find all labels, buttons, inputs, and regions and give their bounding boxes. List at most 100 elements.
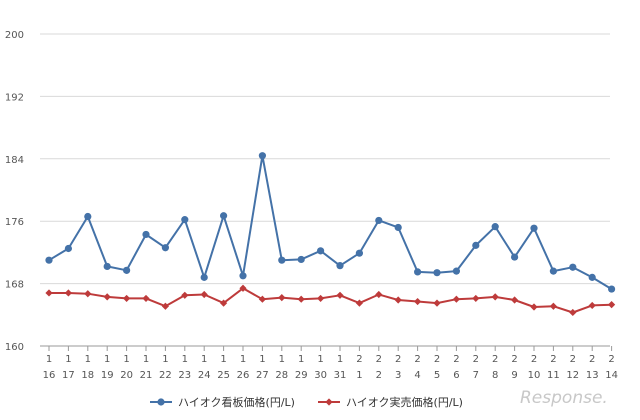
legend-label: ハイオク実売価格(円/L) xyxy=(346,395,463,409)
x-tick-label-day: 24 xyxy=(198,370,211,381)
x-tick-label-day: 12 xyxy=(566,370,579,381)
x-tick-label-day: 25 xyxy=(217,370,230,381)
x-tick-label-month: 2 xyxy=(414,354,420,365)
x-tick-label-day: 14 xyxy=(605,370,618,381)
data-point xyxy=(45,256,53,264)
data-point xyxy=(394,223,402,232)
y-axis: 160 168 176 184 192 200 xyxy=(5,30,24,353)
x-tick-label-month: 2 xyxy=(589,354,595,365)
watermark: Response. xyxy=(520,388,608,408)
data-point xyxy=(161,244,169,252)
x-tick-label-day: 19 xyxy=(101,370,114,381)
x-tick-label-day: 7 xyxy=(473,370,479,381)
data-point xyxy=(569,263,577,271)
x-tick-label-day: 28 xyxy=(275,370,288,381)
data-point xyxy=(239,272,247,280)
data-point xyxy=(84,290,92,298)
x-tick-label-day: 20 xyxy=(120,370,133,381)
data-point xyxy=(588,301,596,310)
x-tick-label-month: 1 xyxy=(317,354,323,365)
x-tick-label-day: 8 xyxy=(492,370,498,381)
x-tick-label-day: 1 xyxy=(356,370,362,381)
data-point xyxy=(355,249,363,257)
data-point xyxy=(414,268,422,276)
x-tick-label-day: 11 xyxy=(547,370,560,381)
legend-marker xyxy=(157,398,165,406)
x-tick-label-day: 17 xyxy=(62,370,75,381)
data-point xyxy=(123,266,131,274)
data-point xyxy=(181,216,189,224)
data-point xyxy=(278,256,286,264)
legend-label: ハイオク看板価格(円/L) xyxy=(178,395,295,409)
x-tick-label-day: 26 xyxy=(237,370,250,381)
data-point xyxy=(608,285,616,293)
data-point xyxy=(297,295,305,303)
x-tick-label-day: 10 xyxy=(528,370,541,381)
data-point xyxy=(258,295,266,303)
x-tick-label-month: 2 xyxy=(511,354,517,365)
x-tick-label-day: 29 xyxy=(295,370,308,381)
x-tick-label-month: 1 xyxy=(259,354,265,365)
x-tick-label-month: 1 xyxy=(337,354,343,365)
x-tick-label-day: 3 xyxy=(395,370,401,381)
x-tick-label-day: 9 xyxy=(511,370,517,381)
x-tick-label-month: 1 xyxy=(298,354,304,365)
y-tick-label: 176 xyxy=(5,217,24,228)
data-point xyxy=(355,299,363,307)
data-point xyxy=(491,293,499,301)
x-tick-label-month: 1 xyxy=(220,354,226,365)
x-tick-label-day: 23 xyxy=(178,370,191,381)
y-tick-label: 200 xyxy=(5,30,24,41)
x-tick-label-month: 2 xyxy=(453,354,459,365)
data-point xyxy=(472,294,480,303)
x-axis: 1161171181191201211221231241251261271281… xyxy=(43,346,618,381)
x-tick-label-day: 30 xyxy=(314,370,327,381)
x-tick-label-month: 2 xyxy=(570,354,576,365)
data-point xyxy=(530,303,538,311)
legend: ハイオク看板価格(円/L) ハイオク実売価格(円/L) xyxy=(150,395,463,409)
data-point xyxy=(200,290,208,299)
x-tick-label-month: 1 xyxy=(201,354,207,365)
x-tick-label-month: 2 xyxy=(395,354,401,365)
data-point xyxy=(200,273,208,281)
series-group xyxy=(45,152,616,317)
data-point xyxy=(336,262,344,270)
x-tick-label-month: 2 xyxy=(376,354,382,365)
data-point xyxy=(375,216,383,225)
legend-marker xyxy=(325,398,333,406)
data-point xyxy=(258,152,266,160)
x-tick-label-month: 2 xyxy=(550,354,556,365)
data-point xyxy=(142,294,150,303)
x-tick-label-month: 1 xyxy=(123,354,129,365)
x-tick-label-day: 18 xyxy=(81,370,94,381)
x-tick-label-month: 2 xyxy=(531,354,537,365)
y-tick-label: 168 xyxy=(5,280,24,291)
data-point xyxy=(491,223,499,231)
x-tick-label-day: 5 xyxy=(434,370,440,381)
x-tick-label-month: 2 xyxy=(434,354,440,365)
data-point xyxy=(433,299,441,307)
data-point xyxy=(414,297,422,306)
data-point xyxy=(530,224,538,232)
data-point xyxy=(549,267,558,275)
series-line-1 xyxy=(48,154,613,290)
data-point xyxy=(123,294,131,303)
data-point xyxy=(64,289,72,297)
x-tick-label-day: 4 xyxy=(414,370,420,381)
x-tick-label-month: 2 xyxy=(608,354,614,365)
data-point xyxy=(336,291,344,299)
x-tick-label-month: 1 xyxy=(65,354,71,365)
data-point xyxy=(452,295,460,303)
data-point xyxy=(220,299,228,307)
x-tick-label-month: 1 xyxy=(162,354,168,365)
y-tick-label: 184 xyxy=(5,155,24,166)
x-tick-label-day: 16 xyxy=(43,370,56,381)
x-tick-label-month: 1 xyxy=(85,354,91,365)
data-point xyxy=(317,247,325,255)
x-tick-label-month: 1 xyxy=(46,354,52,365)
x-tick-label-day: 27 xyxy=(256,370,269,381)
data-point xyxy=(45,289,53,297)
data-point xyxy=(394,296,402,304)
x-tick-label-day: 31 xyxy=(334,370,347,381)
